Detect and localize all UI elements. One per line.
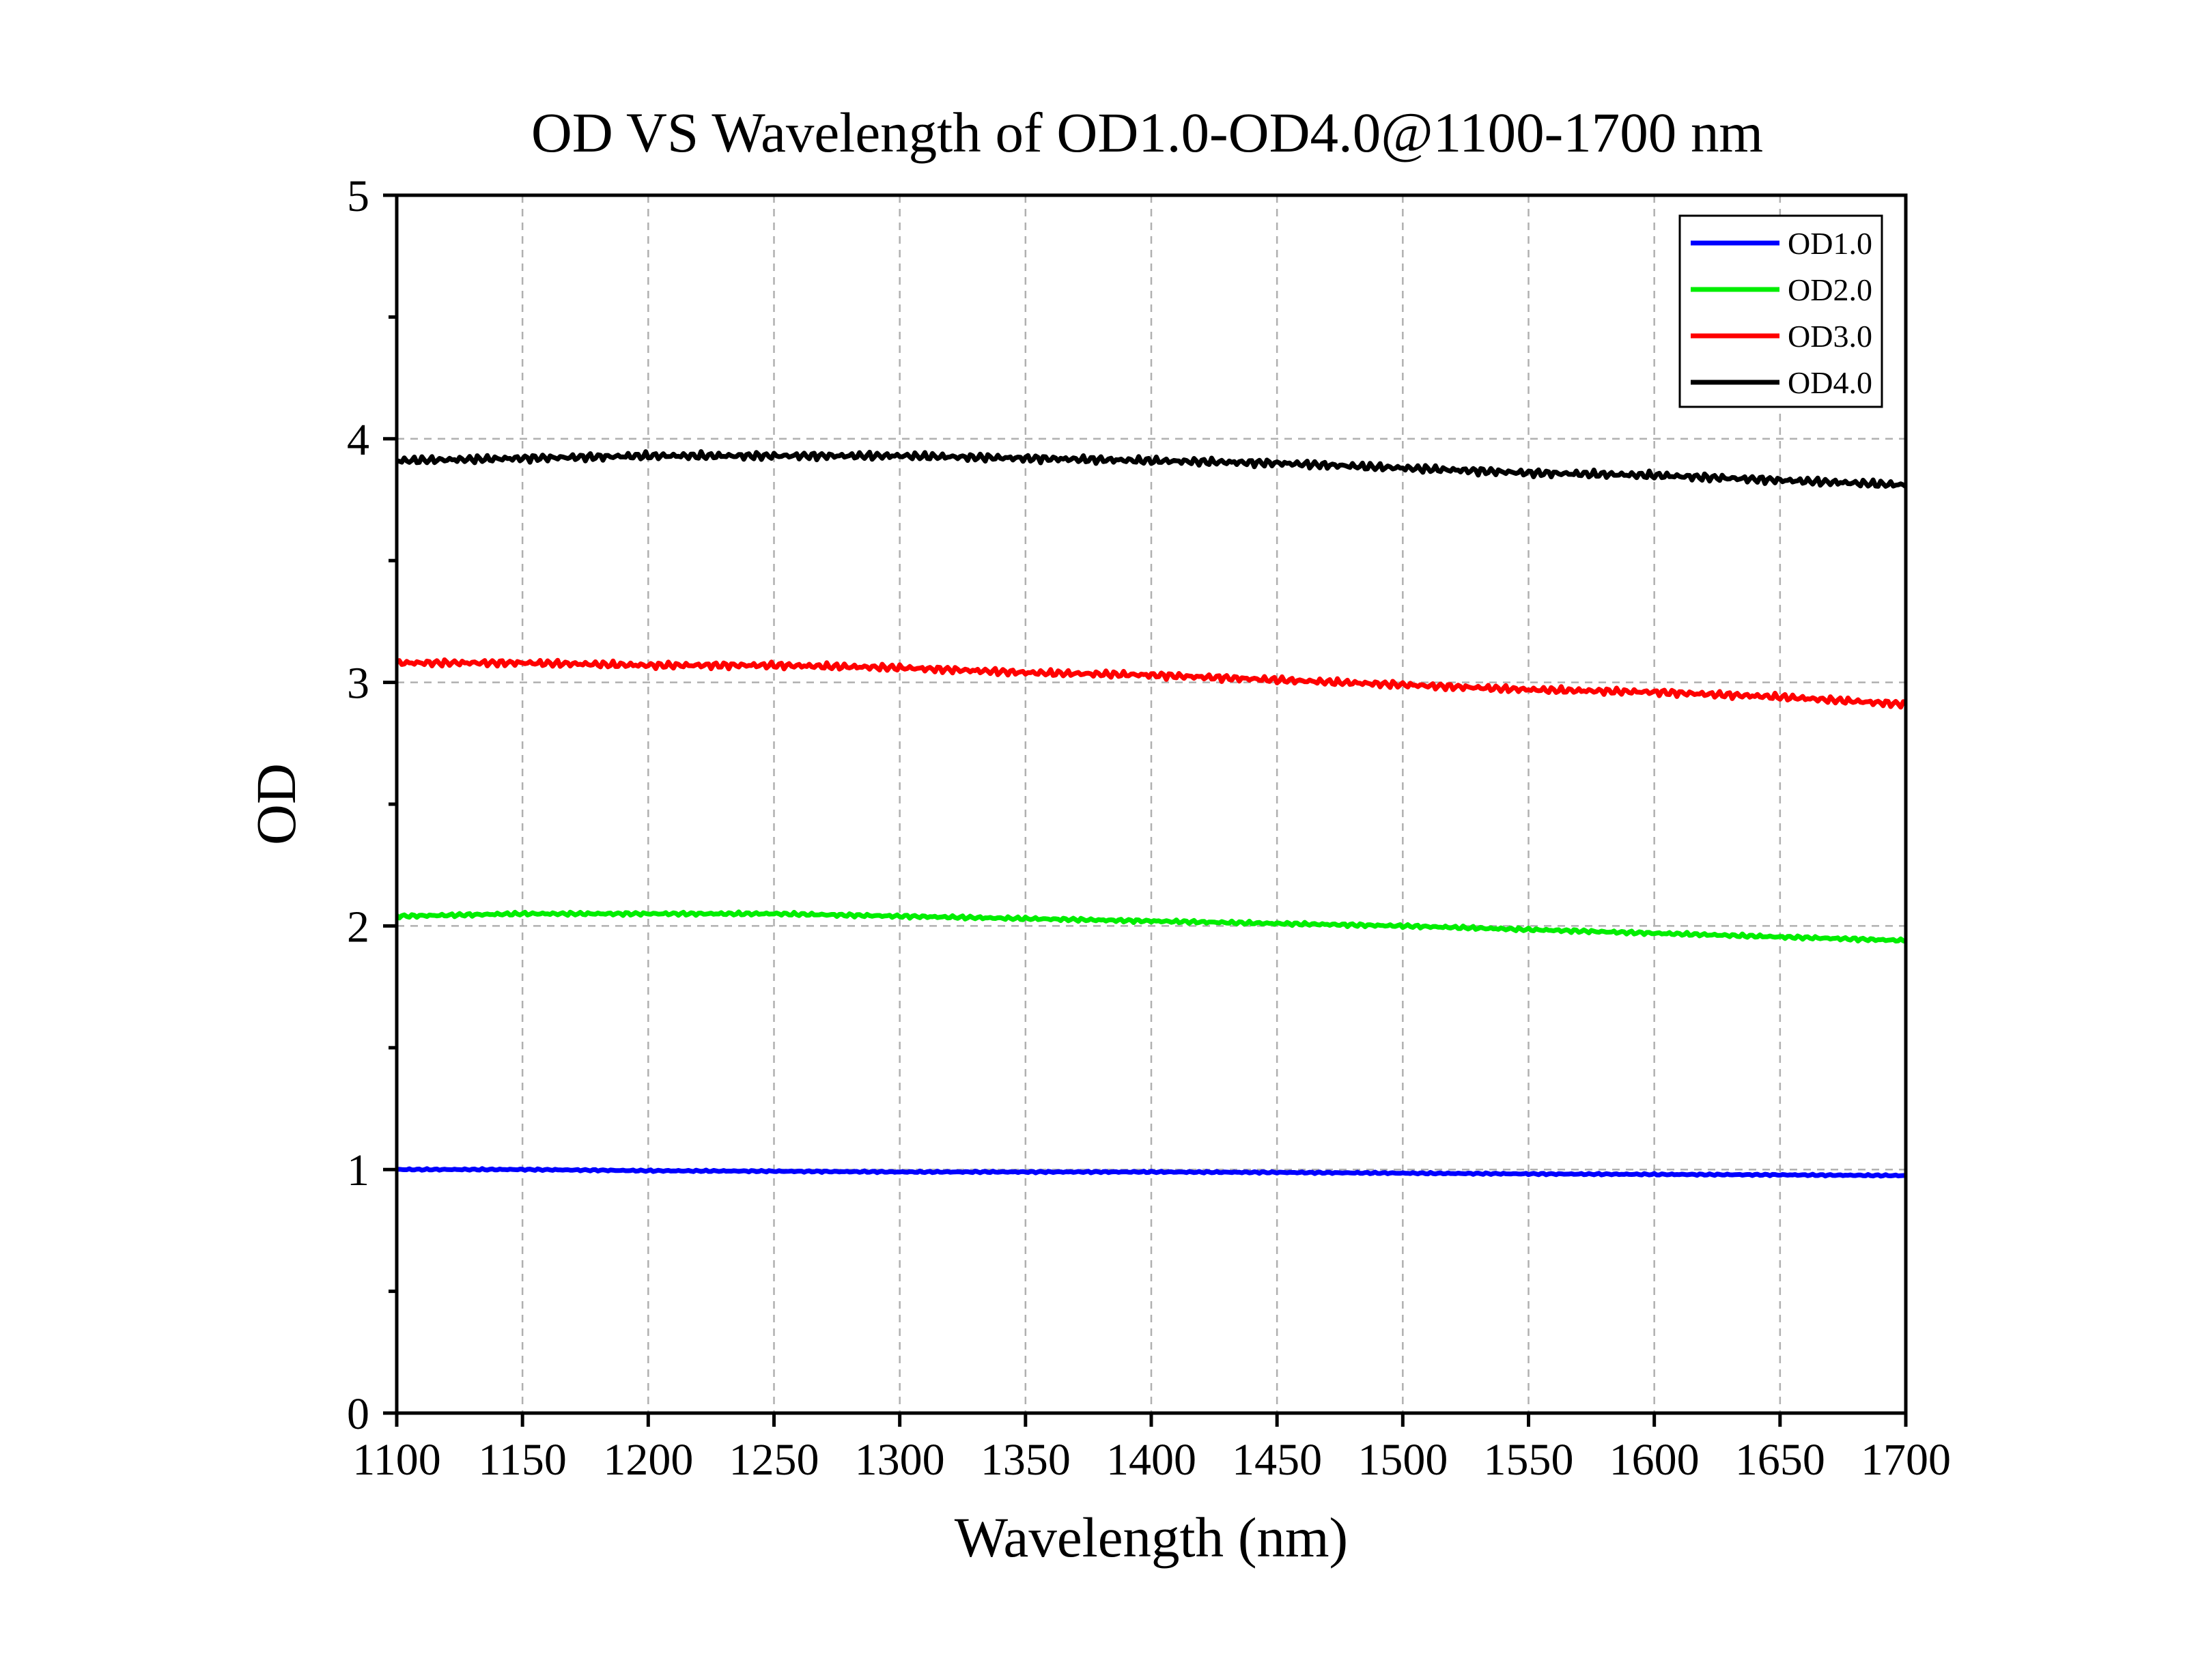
y-tick-label: 5 xyxy=(347,171,369,221)
legend-box xyxy=(1678,214,1883,408)
y-axis-label: OD xyxy=(244,763,307,845)
series-line-od3-0 xyxy=(395,657,1908,710)
y-tick-label: 4 xyxy=(347,415,369,465)
x-tick-label: 1300 xyxy=(855,1435,945,1485)
series-line-od2-0 xyxy=(395,909,1907,944)
legend-label: OD4.0 xyxy=(1788,365,1872,400)
legend-label: OD2.0 xyxy=(1788,272,1872,307)
x-tick-label: 1450 xyxy=(1232,1435,1322,1485)
data-series xyxy=(395,449,1908,1179)
y-tick-label: 3 xyxy=(347,659,369,709)
y-axis: 0 1 2 3 4 5 xyxy=(347,171,397,1439)
y-tick-label: 0 xyxy=(347,1389,369,1439)
legend-label: OD1.0 xyxy=(1788,226,1872,261)
x-tick-label: 1500 xyxy=(1357,1435,1448,1485)
series-line-od1-0 xyxy=(396,1166,1906,1179)
x-tick-label: 1250 xyxy=(729,1435,819,1485)
series-line-od4-0 xyxy=(396,449,1908,489)
x-axis-label: Wavelength (nm) xyxy=(955,1506,1348,1569)
legend-label: OD3.0 xyxy=(1788,319,1872,354)
y-tick-label: 2 xyxy=(347,902,369,952)
x-tick-label: 1600 xyxy=(1609,1435,1700,1485)
chart-title: OD VS Wavelength of OD1.0-OD4.0@1100-170… xyxy=(531,101,1763,164)
x-tick-label: 1100 xyxy=(352,1435,441,1485)
x-tick-label: 1350 xyxy=(981,1435,1071,1485)
x-tick-label: 1400 xyxy=(1106,1435,1196,1485)
y-tick-label: 1 xyxy=(347,1145,369,1195)
x-tick-label: 1550 xyxy=(1484,1435,1574,1485)
x-tick-label: 1650 xyxy=(1735,1435,1825,1485)
x-tick-label: 1700 xyxy=(1861,1435,1951,1485)
legend: OD1.0 OD2.0 OD3.0 OD4.0 xyxy=(1678,214,1883,408)
x-tick-label: 1200 xyxy=(603,1435,693,1485)
grid-lines xyxy=(397,195,1906,1413)
x-axis: 1100 1150 1200 1250 1300 1350 1400 1450 1500 1550… xyxy=(352,1413,1951,1485)
x-tick-label: 1150 xyxy=(478,1435,567,1485)
